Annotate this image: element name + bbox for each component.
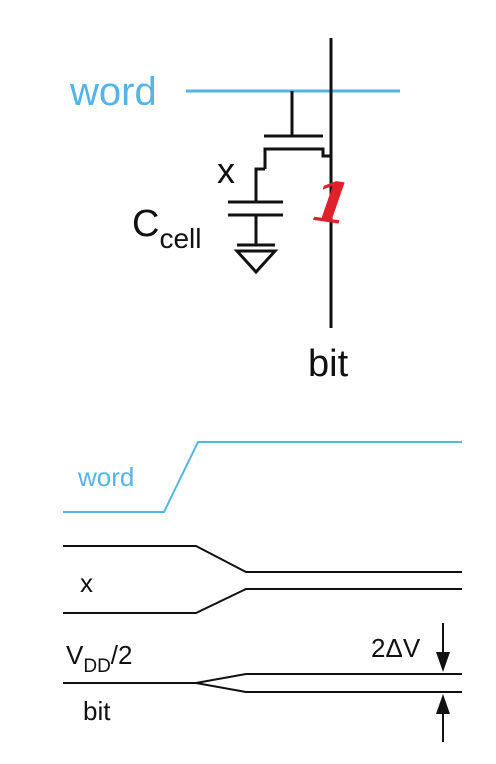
delta-v-top-arrow xyxy=(436,623,450,672)
timing-diagram: word x VDD/2 bit 2ΔV xyxy=(63,441,462,742)
access-transistor xyxy=(263,91,331,169)
x-waveform-upper xyxy=(63,545,462,573)
bit-waveform-lower xyxy=(195,682,462,693)
cell-capacitor xyxy=(228,200,283,245)
handwritten-annotation: 1 xyxy=(307,168,355,239)
word-waveform xyxy=(63,441,462,513)
x-waveform-lower xyxy=(63,588,462,614)
bit-line-label: bit xyxy=(308,343,349,385)
vdd-half-label: VDD/2 xyxy=(66,640,132,677)
bit-waveform-label: bit xyxy=(83,696,111,726)
storage-node-wire xyxy=(254,167,265,202)
delta-v-bottom-arrow xyxy=(436,694,450,742)
bit-waveform-upper xyxy=(63,673,462,684)
ground-icon xyxy=(233,243,279,275)
delta-v-label: 2ΔV xyxy=(371,633,421,663)
node-x-label: x xyxy=(217,150,235,191)
word-line-label: word xyxy=(69,70,157,114)
word-waveform-label: word xyxy=(77,462,134,492)
cap-label: Ccell xyxy=(132,203,201,254)
cell-schematic: word bit x Ccell 1 xyxy=(69,38,400,385)
x-waveform-label: x xyxy=(80,568,93,598)
